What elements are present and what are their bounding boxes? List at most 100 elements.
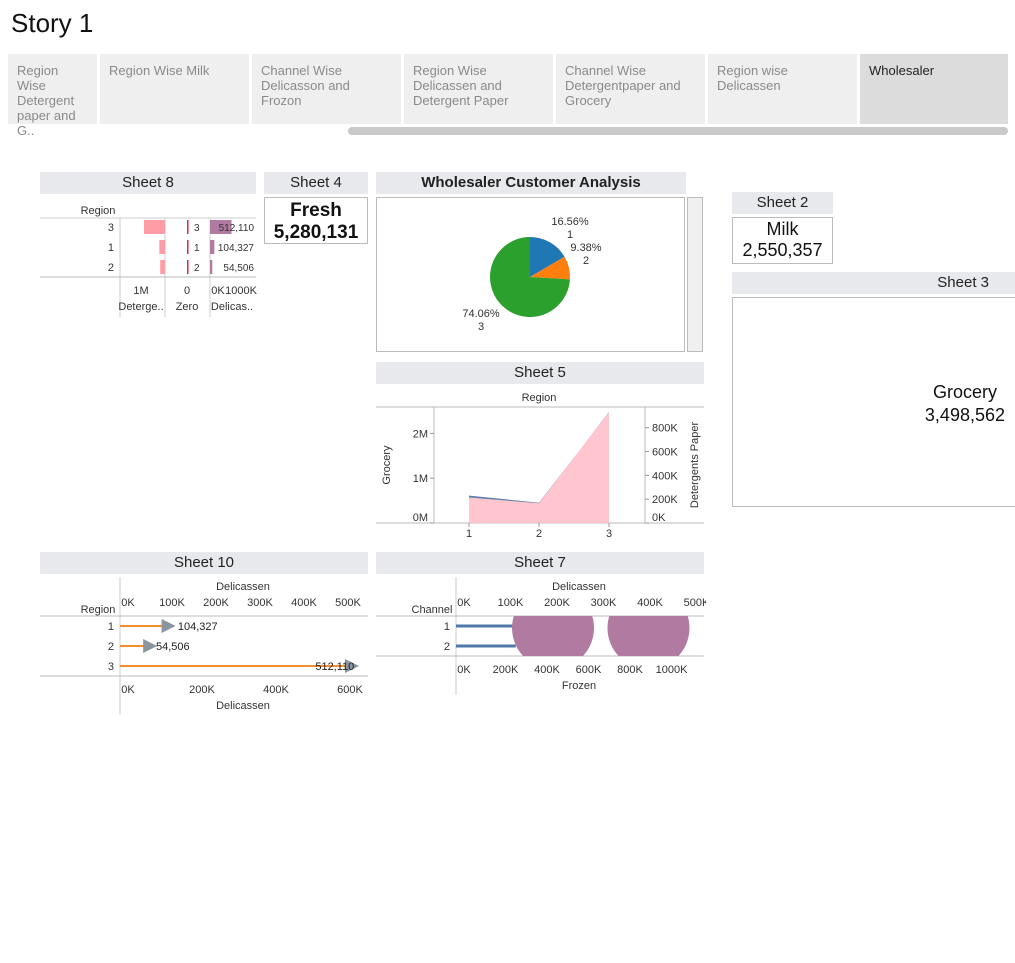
sheet10-top-tick: 200K	[203, 597, 229, 609]
tab-region-wise-milk[interactable]: Region Wise Milk	[100, 54, 249, 124]
story-title: Story 1	[11, 8, 94, 38]
pie-label-pct: 74.06%	[462, 308, 500, 320]
tab-channel-wise-detergent-grocery[interactable]: Channel Wise Detergentpaper and Grocery	[556, 54, 705, 124]
sheet5-y2-label: 800K	[652, 423, 678, 435]
tab-label: Channel Wise Delicasson and Frozon	[261, 63, 350, 108]
sheet10-row-label: 1	[108, 621, 114, 633]
sheet5-title: Sheet 5	[376, 362, 704, 384]
sheet10-bottom-tick: 600K	[337, 684, 363, 696]
sheet7-top-tick: 200K	[544, 597, 570, 609]
wholesaler-title: Wholesaler Customer Analysis	[376, 172, 686, 194]
sheet8-tick: 1000K	[225, 285, 257, 297]
sheet7-row-label: 2	[444, 641, 450, 653]
tab-label: Region wise Delicassen	[717, 63, 788, 93]
sheet8-row-label: 2	[108, 262, 114, 274]
pie-slice	[530, 256, 570, 280]
sheet5-y-label: 0M	[413, 512, 428, 524]
sheet10-top-tick: 400K	[291, 597, 317, 609]
sheet8-delicassen-label: 54,506	[223, 263, 254, 274]
sheet8-row-label: 3	[108, 222, 114, 234]
sheet8-detergent-bar	[160, 260, 165, 274]
sheet7-circle-group	[512, 616, 690, 656]
sheet8-row-label: 1	[108, 242, 114, 254]
sheet10-bottom-tick: 400K	[263, 684, 289, 696]
wholesaler-scrollbar[interactable]	[687, 197, 703, 352]
sheet8-col-label: Deterge..	[118, 301, 163, 313]
sheet7-bottom-tick: 600K	[576, 664, 602, 676]
tab-scrollbar[interactable]	[348, 127, 1008, 135]
sheet10-marker	[161, 619, 176, 633]
sheet5-x-label: 2	[536, 528, 542, 540]
sheet5-y-label: 1M	[413, 473, 428, 485]
tab-label: Region Wise Delicassen and Detergent Pap…	[413, 63, 509, 108]
sheet10-top-tick: 100K	[159, 597, 185, 609]
sheet5-region-label: Region	[522, 392, 557, 404]
tab-region-wise-delicassen-detergent[interactable]: Region Wise Delicassen and Detergent Pap…	[404, 54, 553, 124]
sheet7-top-axis-label: Delicassen	[552, 581, 606, 593]
sheet7-title: Sheet 7	[376, 552, 704, 574]
sheet10-bottom-axis-label: Delicassen	[216, 700, 270, 712]
pie-label-name: 2	[583, 255, 589, 267]
sheet10-bottom-tick: 200K	[189, 684, 215, 696]
pie-slice	[530, 237, 565, 277]
sheet5-y2-label: 200K	[652, 494, 678, 506]
sheet7-chart: Channel Delicassen Frozen 0K 100K 200K 300K…	[376, 577, 706, 695]
sheet7-top-tick: 500K	[684, 597, 706, 609]
tab-label: Channel Wise Detergentpaper and Grocery	[565, 63, 681, 108]
sheet10-row-label: 3	[108, 661, 114, 673]
pie-label-name: 1	[567, 229, 573, 241]
tab-region-wise-delicassen[interactable]: Region wise Delicassen	[708, 54, 857, 124]
sheet7-row-label: 1	[444, 621, 450, 633]
sheet10-value-label: 512,110	[315, 661, 354, 673]
sheet5-y2-label: 400K	[652, 470, 678, 482]
sheet8-row-header: Region	[81, 205, 116, 217]
pie-label-pct: 16.56%	[551, 216, 589, 228]
sheet8-delicassen-label: 104,327	[218, 243, 255, 254]
sheet10-top-tick: 300K	[247, 597, 273, 609]
sheet3-kpi-label: Grocery	[932, 382, 997, 402]
wholesaler-pie-chart: 16.56% 1 9.38% 2 74.06% 3	[462, 216, 601, 333]
sheet7-top-tick: 300K	[591, 597, 617, 609]
tab-label: Region Wise Detergent paper and G..	[17, 63, 76, 138]
sheet10-title: Sheet 10	[40, 552, 368, 574]
sheet7-bottom-tick: 800K	[617, 664, 643, 676]
sheet5-chart: Region Grocery Detergents Paper 1 2 3 0M 1M 2…	[376, 392, 704, 540]
sheet5-y2-label: 0K	[652, 512, 666, 524]
sheet4-kpi-label: Fresh	[290, 200, 342, 221]
sheet3-title: Sheet 3	[732, 272, 1015, 294]
sheet8-tick: 1M	[133, 285, 148, 297]
sheet2-kpi-value: 2,550,357	[742, 240, 823, 260]
sheet5-y2-label: 600K	[652, 447, 678, 459]
sheet8-col-label: Delicas..	[211, 301, 253, 313]
sheet5-x-label: 1	[466, 528, 472, 540]
tab-label: Region Wise Milk	[109, 63, 210, 78]
sheet8-detergent-bar	[144, 220, 165, 234]
sheet10-marker	[345, 659, 359, 673]
tab-channel-wise-delicasson[interactable]: Channel Wise Delicasson and Frozon	[252, 54, 401, 124]
sheet5-left-axis-label: Grocery	[381, 445, 393, 485]
sheet8-zero-mark	[187, 260, 189, 274]
sheet3-kpi: Grocery 3,498,562	[732, 297, 1015, 507]
sheet7-bottom-tick: 1000K	[656, 664, 688, 676]
sheet8-zero-mark	[187, 240, 189, 254]
sheet5-detergents-area	[469, 412, 609, 523]
sheet5-y-label: 2M	[413, 428, 428, 440]
tab-region-wise-detergent[interactable]: Region Wise Detergent paper and G..	[8, 54, 97, 138]
tab-label: Wholesaler	[869, 63, 935, 78]
sheet10-value-label: 54,506	[156, 641, 190, 653]
sheet7-top-tick: 100K	[498, 597, 524, 609]
sheet7-circle	[512, 616, 595, 656]
tab-wholesaler[interactable]: Wholesaler	[860, 54, 1008, 124]
sheet2-kpi-label: Milk	[766, 219, 799, 239]
pie-label-name: 3	[478, 321, 484, 333]
sheet10-row-header: Region	[81, 604, 116, 616]
sheet4-kpi: Fresh 5,280,131	[264, 197, 368, 244]
sheet7-circle	[607, 616, 690, 656]
sheet2-title: Sheet 2	[732, 192, 833, 214]
sheet10-marker	[143, 639, 158, 653]
sheet4-title: Sheet 4	[264, 172, 368, 194]
sheet7-bottom-tick: 400K	[534, 664, 560, 676]
sheet10-top-axis-label: Delicassen	[216, 581, 270, 593]
sheet8-detergent-bar	[159, 240, 165, 254]
